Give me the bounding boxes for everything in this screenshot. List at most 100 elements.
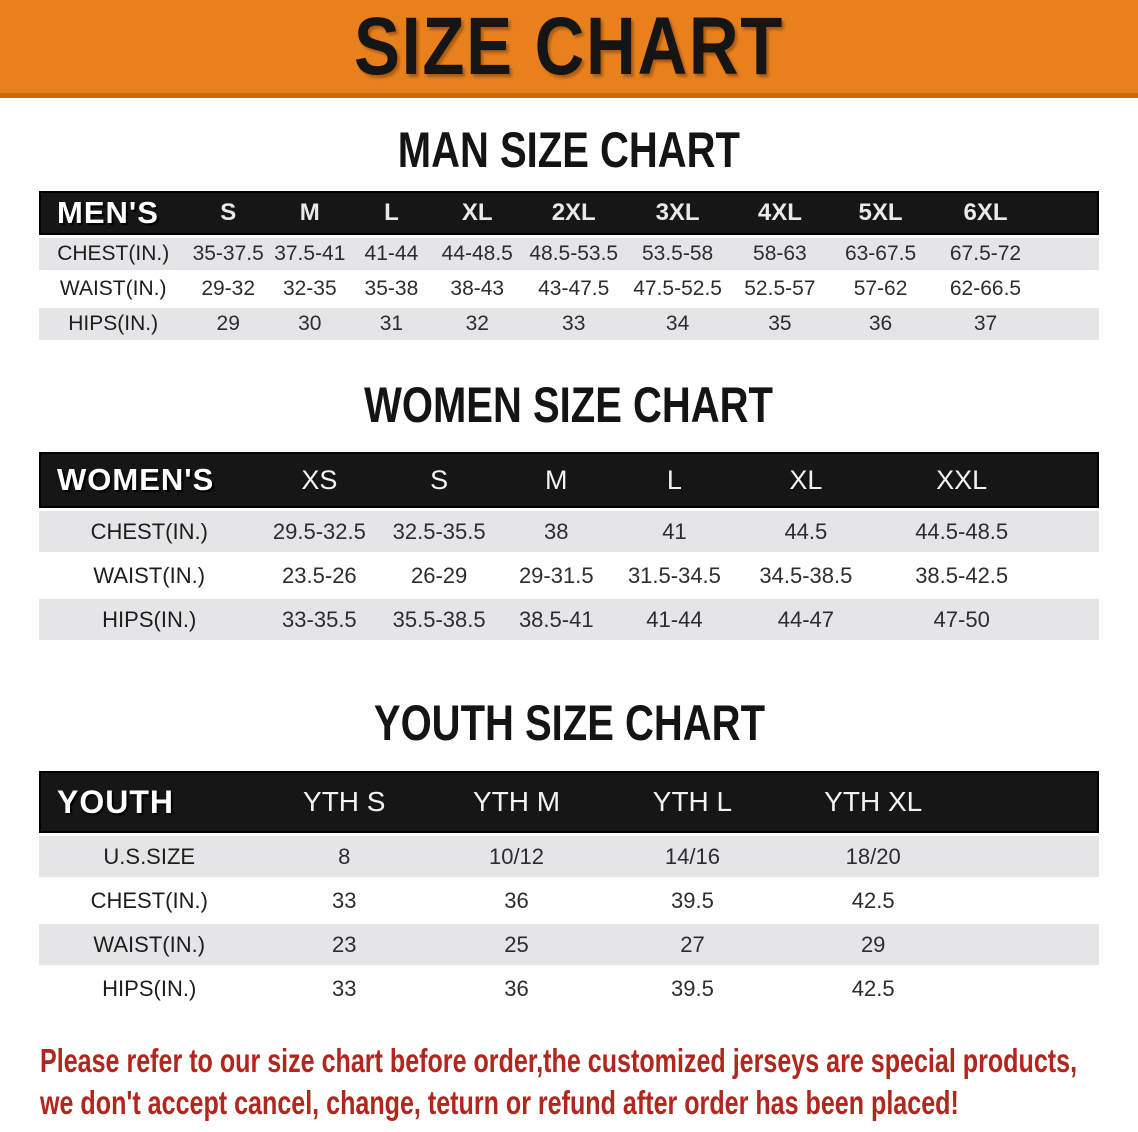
value-cell: 36 xyxy=(868,312,893,335)
women-size-table: WOMEN'S XS S M L XL XXL CHEST(IN.) 29.5-32.5 32… xyxy=(39,449,1099,643)
size-chart-banner: SIZE CHART xyxy=(0,0,1138,98)
spacer-cell xyxy=(965,924,1099,965)
size-header-cell: L xyxy=(613,452,736,508)
table-row: HIPS(IN.) 29 30 31 32 33 34 35 36 37 xyxy=(39,308,1099,340)
women-corner-label: WOMEN'S xyxy=(39,452,260,508)
size-header-cell: 4XL xyxy=(730,191,830,235)
value-cell: 31.5-34.5 xyxy=(627,562,721,588)
spacer-cell xyxy=(1040,273,1099,305)
value-cell: 38.5-41 xyxy=(518,606,594,632)
value-cell: 39.5 xyxy=(671,887,714,913)
value-cell: 34 xyxy=(665,312,690,335)
value-cell: 25 xyxy=(504,931,529,957)
value-cell: 44-48.5 xyxy=(441,242,513,265)
value-cell: 47-50 xyxy=(933,606,990,632)
spacer-cell xyxy=(1040,308,1099,340)
size-header-cell: 5XL xyxy=(829,191,932,235)
value-cell: 23.5-26 xyxy=(282,562,357,588)
size-header-cell: M xyxy=(269,191,351,235)
value-cell: 58-63 xyxy=(753,242,807,265)
value-cell: 62-66.5 xyxy=(949,277,1022,300)
youth-section-heading: YOUTH SIZE CHART xyxy=(0,698,1138,748)
women-section-heading: WOMEN SIZE CHART xyxy=(0,380,1138,430)
table-row: CHEST(IN.) 33 36 39.5 42.5 xyxy=(39,880,1099,921)
value-cell: 52.5-57 xyxy=(744,277,816,300)
table-row: CHEST(IN.) 29.5-32.5 32.5-35.5 38 41 44.5 44.5… xyxy=(39,511,1099,552)
row-label-cell: HIPS(IN.) xyxy=(102,606,197,632)
value-cell: 27 xyxy=(680,931,705,957)
value-cell: 33 xyxy=(332,975,357,1001)
size-header-cell: S xyxy=(379,452,500,508)
size-header-cell: 6XL xyxy=(931,191,1040,235)
size-header-cell: XL xyxy=(432,191,523,235)
table-row: U.S.SIZE 8 10/12 14/16 18/20 xyxy=(39,836,1099,877)
value-cell: 42.5 xyxy=(851,887,895,913)
value-cell: 37.5-41 xyxy=(274,242,346,265)
value-cell: 35-37.5 xyxy=(192,242,264,265)
size-header-cell: XXL xyxy=(876,452,1047,508)
value-cell: 33-35.5 xyxy=(282,606,357,632)
size-header-cell: XL xyxy=(735,452,877,508)
value-cell: 44.5-48.5 xyxy=(915,518,1009,544)
value-cell: 39.5 xyxy=(671,975,714,1001)
value-cell: 32-35 xyxy=(282,277,337,300)
table-row: WAIST(IN.) 23.5-26 26-29 29-31.5 31.5-34.5 34… xyxy=(39,555,1099,596)
value-cell: 33 xyxy=(562,312,586,335)
value-cell: 48.5-53.5 xyxy=(529,242,619,265)
size-header-cell: S xyxy=(187,191,269,235)
women-section-heading-text: WOMEN SIZE CHART xyxy=(364,377,774,433)
youth-table-header-row: YOUTH YTH S YTH M YTH L YTH XL xyxy=(39,771,1099,833)
size-header-cell: M xyxy=(499,452,614,508)
men-table-header-row: MEN'S S M L XL 2XL 3XL 4XL 5XL 6XL xyxy=(39,191,1099,235)
value-cell: 38.5-42.5 xyxy=(915,562,1009,588)
women-table-header-row: WOMEN'S XS S M L XL XXL xyxy=(39,452,1099,508)
spacer-cell xyxy=(1040,238,1099,270)
value-cell: 14/16 xyxy=(664,843,720,869)
table-row: CHEST(IN.) 35-37.5 37.5-41 41-44 44-48.5 48.5… xyxy=(39,238,1099,270)
men-corner-label: MEN'S xyxy=(39,191,188,235)
row-label-cell: HIPS(IN.) xyxy=(68,312,159,335)
value-cell: 41 xyxy=(662,518,687,544)
youth-table-body: U.S.SIZE 8 10/12 14/16 18/20 CHEST(IN.) 33 36 39… xyxy=(39,836,1099,1009)
men-section-heading-text: MAN SIZE CHART xyxy=(397,122,741,178)
size-header-cell: 3XL xyxy=(625,191,731,235)
value-cell: 35-38 xyxy=(364,277,419,300)
youth-size-table: YOUTH YTH S YTH M YTH L YTH XL U.S.SIZE 8 10/… xyxy=(39,768,1099,1012)
spacer-cell xyxy=(965,771,1099,833)
row-label-cell: WAIST(IN.) xyxy=(93,562,206,588)
men-section-heading: MAN SIZE CHART xyxy=(0,125,1138,175)
value-cell: 23 xyxy=(332,931,357,957)
value-cell: 29 xyxy=(216,312,240,335)
value-cell: 36 xyxy=(504,975,529,1001)
table-row: WAIST(IN.) 23 25 27 29 xyxy=(39,924,1099,965)
value-cell: 34.5-38.5 xyxy=(759,562,853,588)
value-cell: 53.5-58 xyxy=(641,242,714,265)
value-cell: 37 xyxy=(973,312,998,335)
women-table-body: CHEST(IN.) 29.5-32.5 32.5-35.5 38 41 44.5 44.5… xyxy=(39,511,1099,640)
row-label-cell: HIPS(IN.) xyxy=(102,975,197,1001)
value-cell: 26-29 xyxy=(410,562,468,588)
row-label-cell: CHEST(IN.) xyxy=(57,242,170,265)
value-cell: 31 xyxy=(379,312,404,335)
value-cell: 18/20 xyxy=(845,843,901,869)
value-cell: 44-47 xyxy=(777,606,834,632)
spacer-cell xyxy=(1047,599,1099,640)
value-cell: 38 xyxy=(544,518,569,544)
disclaimer-line-1: Please refer to our size chart before or… xyxy=(40,1042,1078,1079)
value-cell: 32.5-35.5 xyxy=(392,518,486,544)
value-cell: 32 xyxy=(465,312,489,335)
value-cell: 41-44 xyxy=(646,606,703,632)
row-label-cell: CHEST(IN.) xyxy=(90,887,208,913)
value-cell: 29 xyxy=(860,931,886,957)
spacer-cell xyxy=(1047,452,1099,508)
table-row: WAIST(IN.) 29-32 32-35 35-38 38-43 43-47.5 47.… xyxy=(39,273,1099,305)
size-header-cell: YTH S xyxy=(259,771,430,833)
value-cell: 30 xyxy=(298,312,322,335)
disclaimer-note: Please refer to our size chart before or… xyxy=(40,1040,1138,1124)
value-cell: 10/12 xyxy=(488,843,545,869)
value-cell: 47.5-52.5 xyxy=(633,277,722,300)
youth-corner-label: YOUTH xyxy=(39,771,260,833)
size-header-cell: YTH L xyxy=(603,771,781,833)
value-cell: 41-44 xyxy=(364,242,419,265)
banner-title: SIZE CHART xyxy=(353,0,785,92)
